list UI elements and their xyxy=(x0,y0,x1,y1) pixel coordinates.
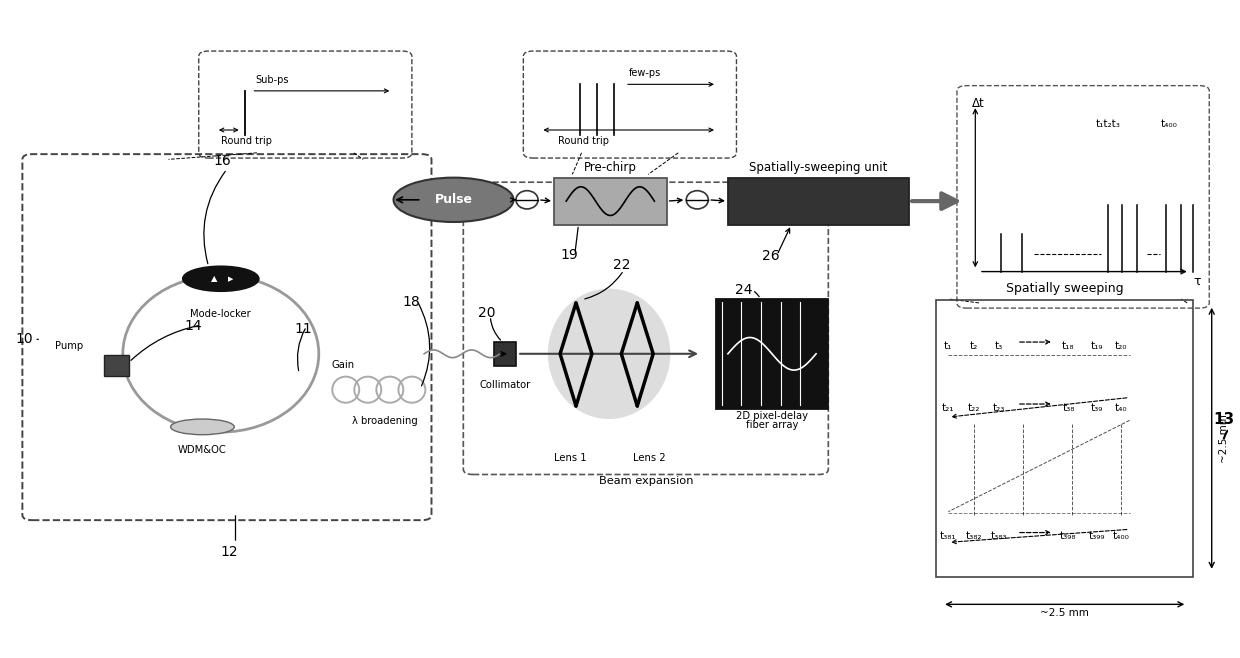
Text: Spatially-sweeping unit: Spatially-sweeping unit xyxy=(749,161,888,174)
Text: t₃₉₈: t₃₉₈ xyxy=(1060,531,1076,541)
Text: 14: 14 xyxy=(184,319,202,334)
Text: t₁₈: t₁₈ xyxy=(1063,341,1075,351)
Text: λ broadening: λ broadening xyxy=(352,416,418,426)
Text: ~2.5 mm: ~2.5 mm xyxy=(1219,414,1229,463)
Text: Pump: Pump xyxy=(56,341,83,351)
Text: t₂: t₂ xyxy=(970,341,978,351)
Text: Pulse: Pulse xyxy=(434,193,472,207)
Text: 13: 13 xyxy=(1213,413,1234,428)
Text: t₂₁: t₂₁ xyxy=(942,403,955,413)
Text: 12: 12 xyxy=(221,545,238,559)
Text: t₁: t₁ xyxy=(944,341,952,351)
Text: Lens 2: Lens 2 xyxy=(634,453,666,463)
Text: 2D pixel-delay: 2D pixel-delay xyxy=(737,411,808,421)
Text: Pre-chirp: Pre-chirp xyxy=(584,161,637,174)
Text: t₄₀₀: t₄₀₀ xyxy=(1161,118,1177,129)
Text: Mode-locker: Mode-locker xyxy=(191,309,252,318)
Bar xyxy=(728,178,909,224)
Text: t₃: t₃ xyxy=(994,341,1003,351)
Text: 24: 24 xyxy=(735,283,753,297)
Text: 22: 22 xyxy=(613,258,630,272)
Text: t₃₉₉: t₃₉₉ xyxy=(1089,531,1105,541)
Text: t₄₀₀: t₄₀₀ xyxy=(1112,531,1130,541)
Text: ▶: ▶ xyxy=(228,276,233,282)
Bar xyxy=(936,299,1193,577)
Text: Spatially sweeping: Spatially sweeping xyxy=(1006,282,1123,295)
Text: few-ps: few-ps xyxy=(629,68,661,78)
Bar xyxy=(494,342,516,366)
Text: t₃₈: t₃₈ xyxy=(1063,403,1075,413)
Text: t₂₃: t₂₃ xyxy=(992,403,1004,413)
Text: t₄₀: t₄₀ xyxy=(1115,403,1127,413)
Ellipse shape xyxy=(393,178,513,222)
Text: Beam expansion: Beam expansion xyxy=(599,476,693,486)
Ellipse shape xyxy=(182,266,259,291)
Bar xyxy=(104,355,129,376)
Text: t₃₈₁: t₃₈₁ xyxy=(940,531,957,541)
Text: ~2.5 mm: ~2.5 mm xyxy=(1040,608,1089,618)
Text: Δt: Δt xyxy=(972,97,985,110)
Text: Round trip: Round trip xyxy=(221,136,272,146)
Text: Round trip: Round trip xyxy=(558,136,609,146)
Bar xyxy=(554,178,667,224)
Bar xyxy=(715,299,828,409)
Text: fiber array: fiber array xyxy=(745,420,799,430)
Text: τ: τ xyxy=(1193,274,1200,288)
Text: ▲: ▲ xyxy=(212,274,218,283)
Text: t₃₈₂: t₃₈₂ xyxy=(966,531,982,541)
Text: t₃₈₃: t₃₈₃ xyxy=(991,531,1007,541)
Text: WDM&OC: WDM&OC xyxy=(179,445,227,455)
Text: 10: 10 xyxy=(15,332,32,346)
Text: 18: 18 xyxy=(402,295,420,309)
Text: Collimator: Collimator xyxy=(480,380,531,390)
Ellipse shape xyxy=(548,289,671,419)
Text: t₃₉: t₃₉ xyxy=(1090,403,1102,413)
Text: t₁₉: t₁₉ xyxy=(1090,341,1102,351)
Text: Sub-ps: Sub-ps xyxy=(255,75,289,85)
Text: 20: 20 xyxy=(479,306,496,320)
Text: t₁t₂t₃: t₁t₂t₃ xyxy=(1095,118,1120,129)
Text: Lens 1: Lens 1 xyxy=(553,453,587,463)
Text: t₂₀: t₂₀ xyxy=(1115,341,1127,351)
Text: Gain: Gain xyxy=(331,360,355,370)
Text: 11: 11 xyxy=(294,322,312,336)
Text: 16: 16 xyxy=(213,153,231,168)
Text: 26: 26 xyxy=(763,249,780,263)
Text: t₂₂: t₂₂ xyxy=(968,403,981,413)
Text: 19: 19 xyxy=(560,247,578,261)
Ellipse shape xyxy=(171,419,234,435)
